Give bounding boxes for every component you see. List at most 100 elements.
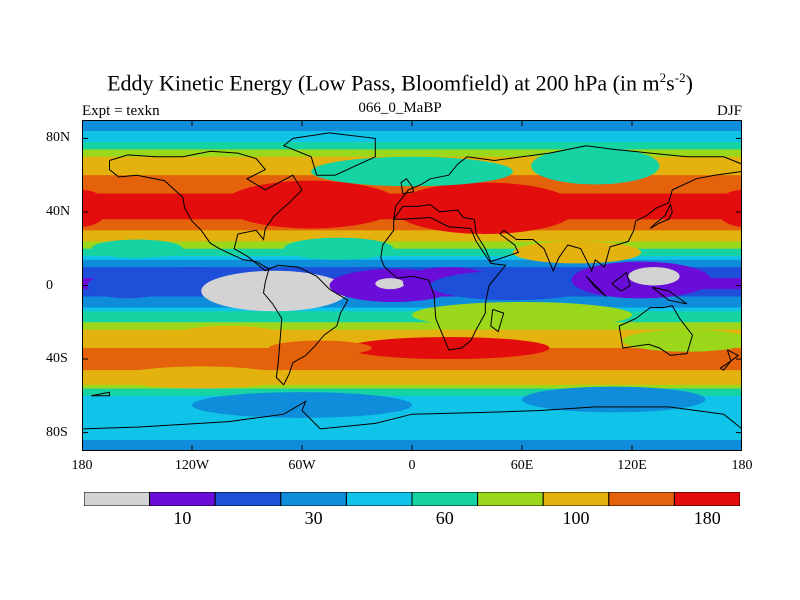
colorbar-swatch <box>280 492 347 506</box>
field-band <box>82 303 742 309</box>
experiment-label: Expt = texkn <box>82 103 160 119</box>
field-band <box>82 388 742 393</box>
axis-ticks <box>82 120 742 451</box>
field-band <box>82 153 742 158</box>
field-band <box>82 414 742 419</box>
x-tick-label: 60W <box>288 458 316 473</box>
coastline <box>282 132 376 176</box>
field-anomaly <box>412 302 632 328</box>
field-anomaly <box>192 392 412 418</box>
y-tick-label: 40S <box>46 351 68 367</box>
field-band <box>82 362 742 368</box>
field-band <box>82 395 742 401</box>
x-tick-label: 120W <box>174 458 210 473</box>
field-anomaly <box>512 241 642 264</box>
field-anomaly <box>223 180 400 229</box>
colorbar-swatch <box>477 492 544 506</box>
field-anomaly <box>91 239 183 258</box>
field-band <box>82 381 742 386</box>
field-anomaly <box>311 156 513 187</box>
field-band <box>82 421 742 426</box>
field-band <box>82 439 742 445</box>
field-band <box>82 377 742 382</box>
colorbar-label: 30 <box>304 508 323 528</box>
title-unit-exp1: 2 <box>659 70 667 85</box>
colorbar-swatch <box>411 492 479 506</box>
field-band <box>82 252 742 257</box>
field-anomaly <box>269 340 372 356</box>
field-band <box>82 134 742 139</box>
x-tick-label: 120E <box>617 458 647 473</box>
field-band <box>82 403 742 408</box>
field-anomaly <box>283 237 394 260</box>
field-anomaly <box>347 336 550 360</box>
x-tick-label: 180 <box>71 458 93 473</box>
field-anomaly <box>531 147 660 185</box>
field-band <box>82 307 742 312</box>
coastline <box>585 275 607 297</box>
field-anomaly <box>82 189 108 227</box>
eke-map <box>82 120 742 451</box>
field-band <box>82 256 742 261</box>
field-anomaly <box>118 366 284 389</box>
field-anomaly <box>243 283 324 306</box>
field-anomaly <box>393 182 577 235</box>
x-tick-label: 180 <box>731 458 753 473</box>
colorbar-swatch <box>149 492 216 506</box>
y-tick-label: 0 <box>46 277 53 293</box>
field-band <box>82 234 742 239</box>
colorbar-swatch <box>84 492 151 506</box>
field-band <box>82 245 742 250</box>
field-band <box>82 241 742 246</box>
field-band <box>82 237 742 242</box>
coastline <box>651 286 688 305</box>
field-band <box>82 149 742 154</box>
field-band <box>82 428 742 434</box>
field-band <box>82 314 742 320</box>
coastline <box>82 400 742 430</box>
field-band <box>82 267 742 272</box>
field-band <box>82 384 742 390</box>
field-band <box>82 138 742 143</box>
field-band <box>82 399 742 404</box>
coastline <box>400 178 415 195</box>
field-band <box>82 311 742 316</box>
coastline <box>380 216 507 351</box>
field-band <box>82 370 742 375</box>
coastlines <box>82 132 742 430</box>
coastline <box>393 145 742 273</box>
colorbar-swatch <box>345 492 413 506</box>
field-band <box>82 127 742 132</box>
field-band <box>82 145 742 151</box>
field-band <box>82 333 742 338</box>
colorbar-label: 10 <box>173 508 192 528</box>
x-tick-label: 60E <box>510 458 534 473</box>
field-band <box>82 425 742 430</box>
coastline <box>109 150 303 272</box>
colorbar-swatch <box>608 492 675 506</box>
eke-field <box>82 120 742 451</box>
field-band <box>82 131 742 136</box>
coastline <box>611 271 631 292</box>
field-band <box>82 392 742 397</box>
coastline <box>649 203 673 229</box>
y-tick-label: 80N <box>46 130 71 146</box>
colorbar-label: 60 <box>435 508 454 528</box>
field-band <box>82 222 742 228</box>
coastline <box>490 308 505 333</box>
field-band <box>82 436 742 441</box>
field-band <box>82 322 742 327</box>
field-band <box>82 329 742 334</box>
field-band <box>82 226 742 231</box>
season-label: DJF <box>716 103 742 119</box>
chart-subtitle: 066_0_MaBP <box>358 100 442 116</box>
coastline <box>262 264 349 386</box>
field-band <box>82 417 742 423</box>
colorbar-swatch <box>214 492 282 506</box>
field-band <box>82 263 742 268</box>
field-band <box>82 318 742 323</box>
chart-title: Eddy Kinetic Energy (Low Pass, Bloomfiel… <box>0 70 800 96</box>
chart-title-text: Eddy Kinetic Energy (Low Pass, Bloomfiel… <box>107 70 660 96</box>
y-tick-label: 80S <box>46 424 68 440</box>
y-tick-label: 40N <box>46 203 71 219</box>
